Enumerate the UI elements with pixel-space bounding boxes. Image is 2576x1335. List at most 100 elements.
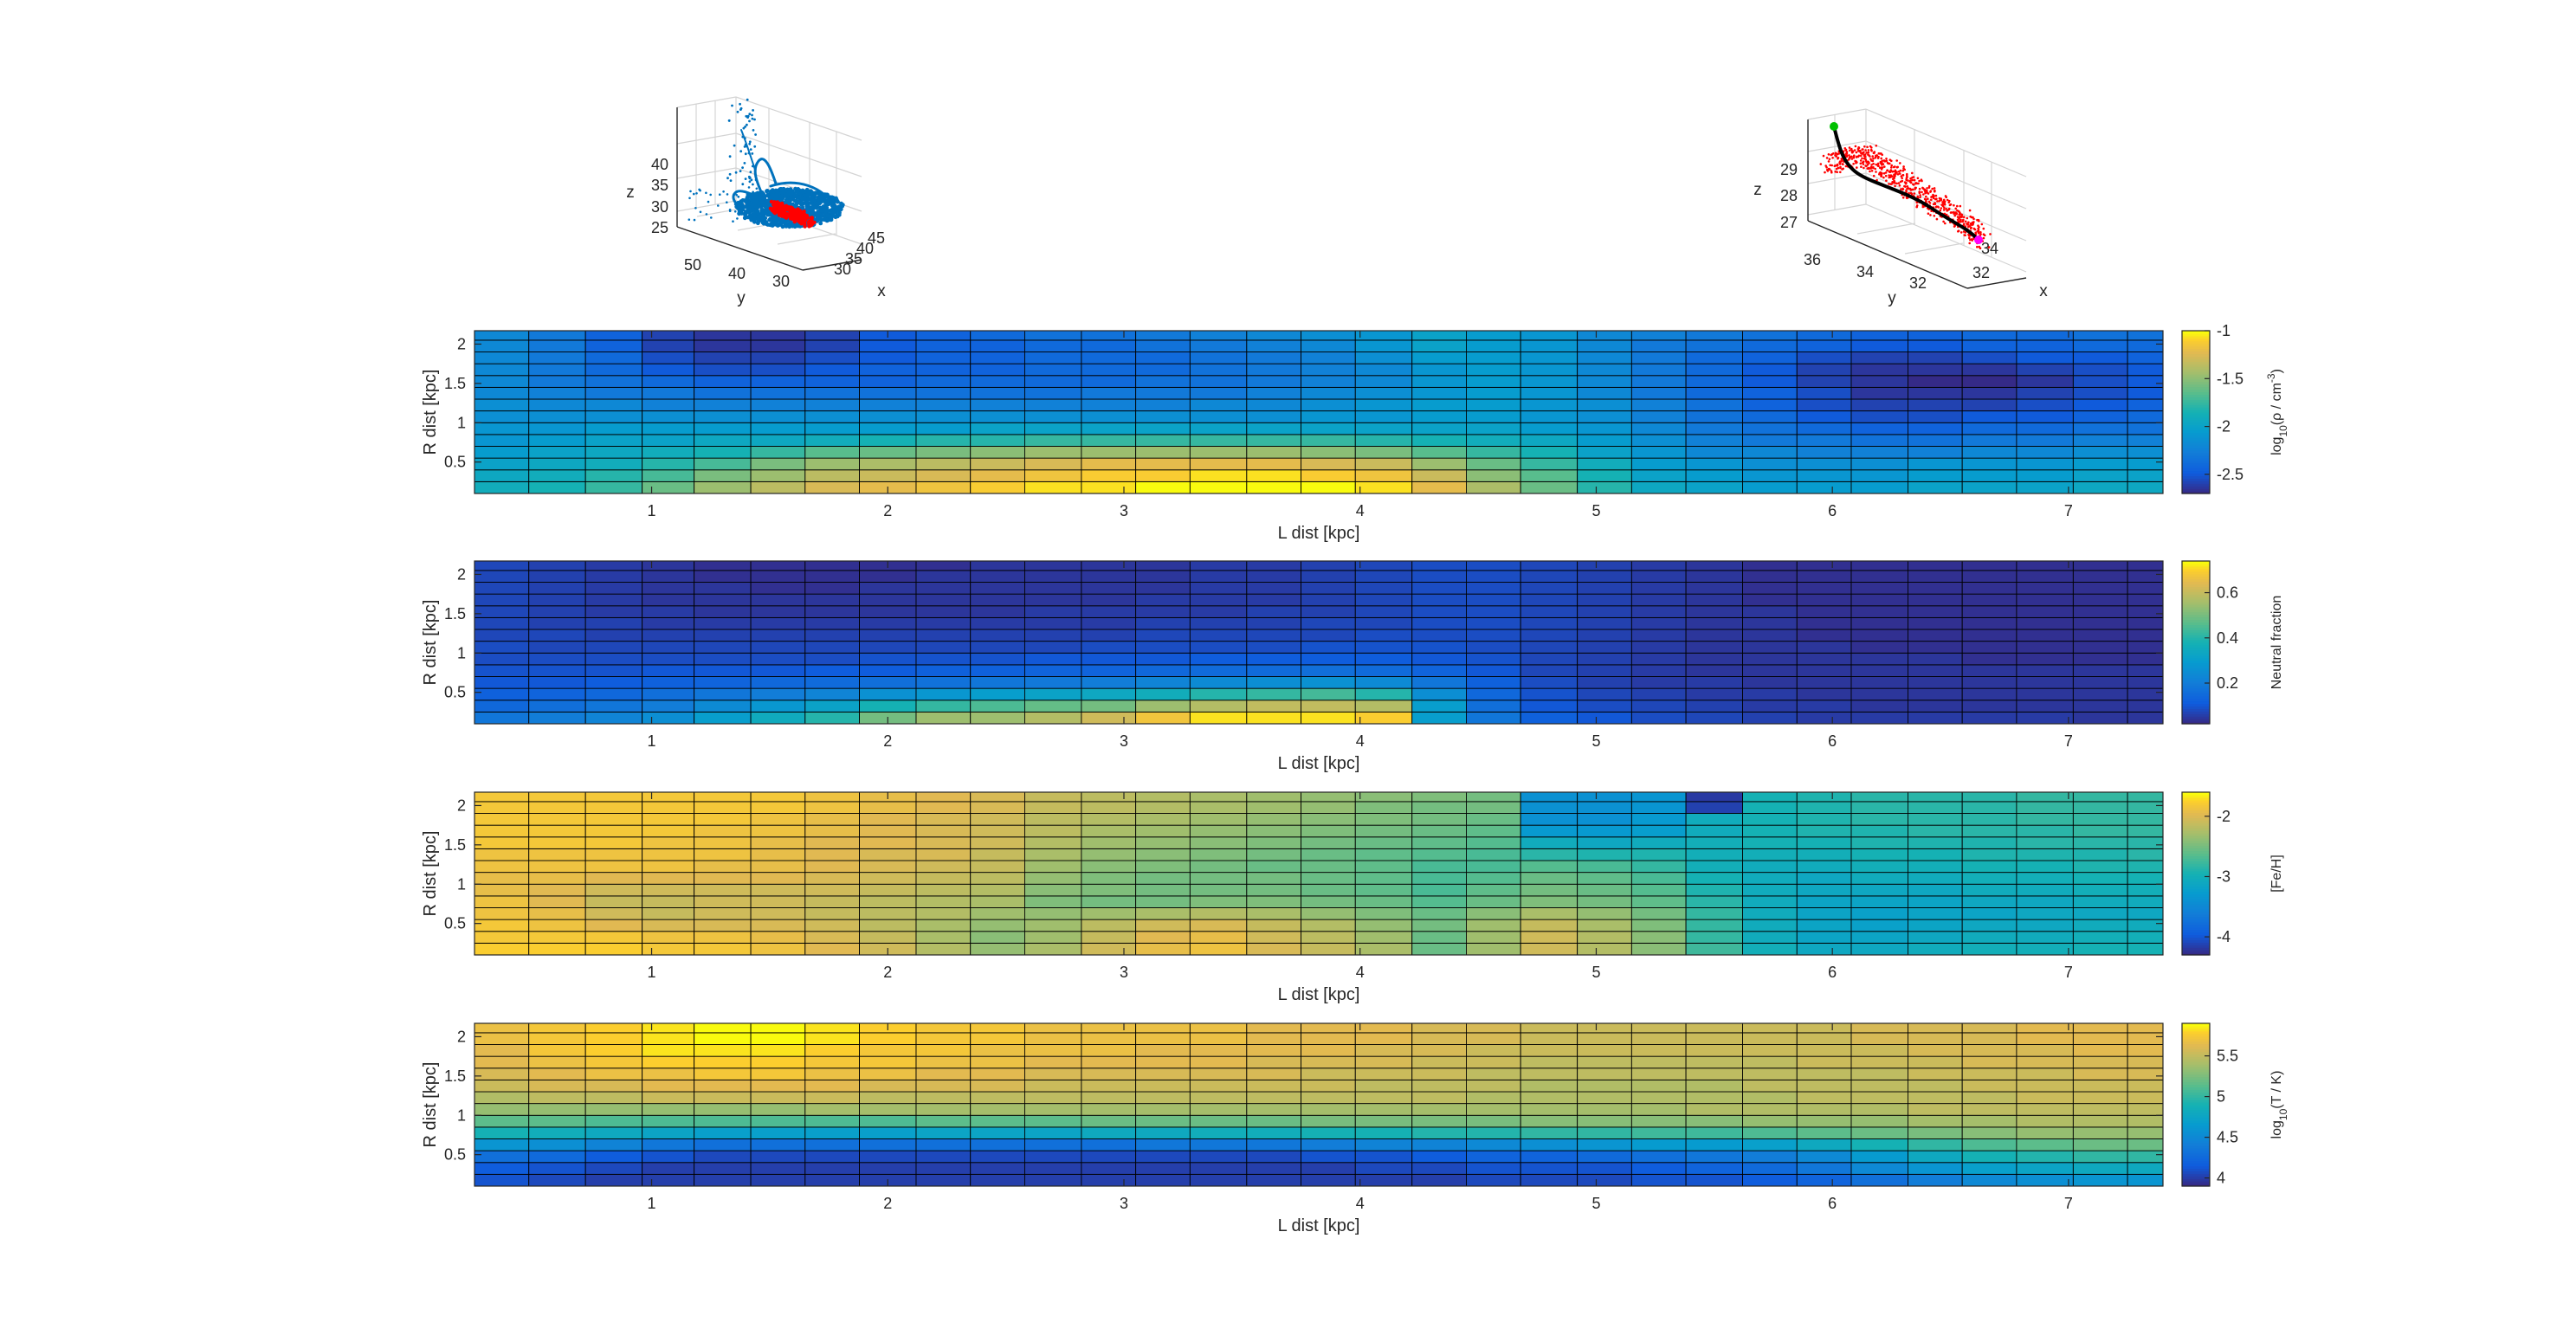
heatmap-cell <box>1520 872 1579 885</box>
colorbar-segment <box>2182 861 2210 864</box>
colorbar <box>2181 791 2211 956</box>
scatter-point <box>1925 198 1927 202</box>
heatmap-cell <box>584 931 643 944</box>
heatmap-cell <box>2127 560 2164 571</box>
heatmap-cell <box>804 582 861 595</box>
heatmap-cell <box>970 1103 1025 1116</box>
heatmap-cell <box>1135 652 1191 666</box>
heatmap-cell <box>2127 1044 2164 1057</box>
scatter-point <box>806 192 811 197</box>
scatter-point <box>1836 171 1838 174</box>
heatmap-cell <box>1465 860 1521 874</box>
heatmap-cell <box>528 872 586 885</box>
heatmap-cell <box>2016 801 2074 814</box>
heatmap-cell <box>1135 1032 1191 1045</box>
heatmap-cell <box>1630 386 1687 400</box>
colorbar-segment <box>2182 878 2210 882</box>
heatmap-cell <box>1081 386 1137 400</box>
heatmap-cell <box>915 398 972 412</box>
heatmap-cell <box>2016 1150 2074 1164</box>
heatmap-cell <box>1907 446 1963 459</box>
colorbar-segment <box>2182 1117 2210 1121</box>
scatter-point <box>1830 122 1838 131</box>
heatmap-cell <box>528 836 586 849</box>
heatmap-cell <box>1850 907 1908 920</box>
scatter-point <box>758 203 763 209</box>
heatmap-cell <box>1189 1138 1248 1151</box>
heatmap-cell <box>1411 895 1467 908</box>
heatmap-cell <box>859 386 917 400</box>
heatmap-cell <box>970 480 1025 494</box>
heatmap-cell <box>1520 1055 1579 1069</box>
x-axis-label: L dist [kpc] <box>1278 985 1360 1004</box>
heatmap-cell <box>1465 711 1521 725</box>
scatter-point <box>801 219 805 223</box>
heatmap-cell <box>1135 593 1191 607</box>
heatmap-cell <box>2072 895 2128 908</box>
heatmap-cell <box>1246 1079 1301 1093</box>
heatmap-cell <box>1796 836 1852 849</box>
heatmap-cell <box>1301 813 1356 826</box>
heatmap-cell <box>2072 1126 2128 1139</box>
scatter-point <box>1927 200 1931 203</box>
heatmap-cell <box>694 1079 752 1093</box>
heatmap-cell <box>915 582 972 595</box>
scatter-point <box>1862 160 1865 163</box>
heatmap-cell <box>2072 570 2128 583</box>
colorbar-segment <box>2182 906 2210 910</box>
heatmap-cell <box>1411 1162 1467 1175</box>
heatmap-cell <box>970 687 1025 701</box>
heatmap-cell <box>642 560 695 571</box>
heatmap-cell <box>2072 593 2128 607</box>
heatmap-cell <box>970 836 1025 849</box>
heatmap-cell <box>1411 363 1467 377</box>
heatmap-cell <box>2127 700 2164 713</box>
heatmap-cell <box>1465 1114 1521 1128</box>
heatmap-cell <box>1135 848 1191 861</box>
colorbar-segment <box>2182 1071 2210 1075</box>
heatmap-cell <box>1850 883 1908 897</box>
heatmap-cell <box>1577 1126 1632 1139</box>
colorbar-segment <box>2182 794 2210 798</box>
heatmap-cell <box>859 676 917 689</box>
heatmap-cell <box>1411 375 1467 388</box>
scatter-point <box>1881 164 1883 166</box>
heatmap-cell <box>2072 813 2128 826</box>
heatmap-cell <box>915 339 972 352</box>
scatter-point <box>1880 152 1882 155</box>
heatmap-cell <box>642 1103 695 1116</box>
scatter-point <box>729 179 733 183</box>
heatmap-cell <box>1301 398 1356 412</box>
heatmap-cell <box>474 1055 530 1069</box>
heatmap-cell <box>584 1138 643 1151</box>
colorbar-segment <box>2182 402 2210 405</box>
heatmap-cell <box>1796 1138 1852 1151</box>
scatter-point <box>1866 145 1869 149</box>
heatmap-cell <box>1520 907 1579 920</box>
heatmap-cell <box>915 593 972 607</box>
scatter-point <box>1830 164 1833 167</box>
heatmap-cell <box>1577 351 1632 364</box>
heatmap-cell <box>1135 872 1191 885</box>
heatmap-cell <box>750 848 806 861</box>
scatter-point <box>805 206 810 211</box>
heatmap-cell <box>1023 422 1082 435</box>
heatmap-cell <box>750 652 806 666</box>
heatmap-cell <box>1796 363 1852 377</box>
heatmap-cell <box>1023 629 1082 642</box>
heatmap-cell <box>1907 410 1963 423</box>
heatmap-cell <box>1246 480 1301 494</box>
scatter-point <box>1926 190 1928 192</box>
heatmap-cell <box>750 469 806 482</box>
heatmap-cell <box>859 1114 917 1128</box>
heatmap-cell <box>1907 931 1963 944</box>
scatter-point <box>1830 152 1834 156</box>
scatter-point <box>1934 190 1936 193</box>
heatmap-cell <box>2127 687 2164 701</box>
scatter-point <box>779 203 784 208</box>
heatmap-cell <box>1907 616 1963 630</box>
heatmap-cell <box>750 836 806 849</box>
heatmap-cell <box>1520 386 1579 400</box>
heatmap-cell <box>750 582 806 595</box>
heatmap-cell <box>1246 907 1301 920</box>
